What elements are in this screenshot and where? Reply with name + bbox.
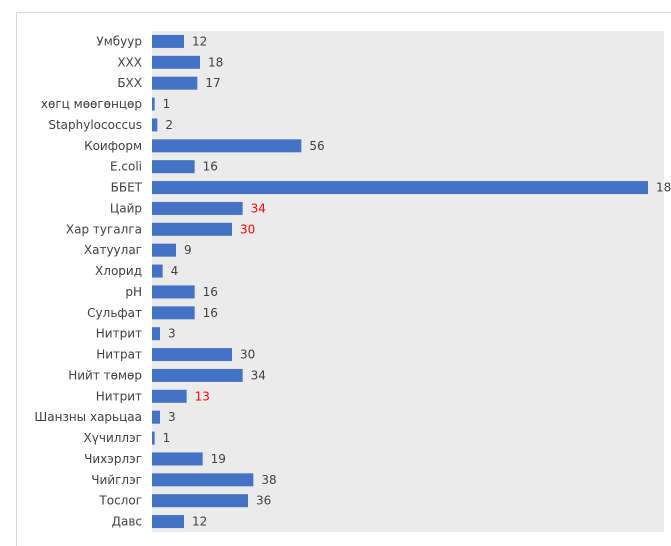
value-label: 12 — [192, 515, 207, 529]
value-label: 2 — [165, 118, 173, 132]
bar — [152, 348, 232, 362]
category-label: Коиформ — [84, 139, 142, 153]
value-label: 34 — [251, 368, 266, 382]
category-label: Шанзны харьцаа — [34, 410, 142, 424]
bar — [152, 97, 155, 111]
category-label: Цайр — [110, 201, 142, 215]
value-label: 3 — [168, 410, 176, 424]
bar — [152, 34, 184, 48]
bar — [152, 306, 195, 320]
category-label: Хлорид — [95, 264, 142, 278]
category-label: ББЕТ — [111, 181, 143, 195]
value-label: 12 — [192, 34, 207, 48]
category-label: Нийт төмөр — [68, 368, 142, 382]
bar — [152, 118, 158, 132]
bar — [152, 515, 184, 529]
bar — [152, 139, 302, 153]
value-label: 9 — [184, 243, 192, 257]
category-label: Умбуур — [96, 34, 142, 48]
bar — [152, 452, 203, 466]
category-label: Нитрит — [96, 327, 142, 341]
category-label: БХХ — [117, 76, 142, 90]
category-label: Хүчиллэг — [84, 431, 142, 445]
bar — [152, 389, 187, 403]
bar — [152, 264, 163, 278]
value-label: 186 — [656, 181, 671, 195]
bar — [152, 410, 160, 424]
bars — [152, 34, 648, 529]
value-label: 17 — [205, 76, 220, 90]
category-label: Хатуулаг — [84, 243, 142, 257]
value-label: 4 — [171, 264, 179, 278]
bar — [152, 55, 200, 69]
value-labels: 1218171256161863430941616330341331193836… — [163, 34, 671, 528]
value-label: 19 — [211, 452, 226, 466]
bar — [152, 181, 648, 195]
bar — [152, 222, 232, 236]
category-label: Давс — [112, 515, 142, 529]
category-label: E.coli — [110, 160, 142, 174]
value-label: 18 — [208, 55, 223, 69]
category-label: pH — [125, 285, 142, 299]
bar — [152, 201, 243, 215]
value-label: 1 — [163, 431, 171, 445]
bar — [152, 327, 160, 341]
value-label: 3 — [168, 327, 176, 341]
category-label: Чийглэг — [91, 473, 142, 487]
category-label: Сульфат — [87, 306, 142, 320]
value-label: 16 — [203, 285, 218, 299]
bar — [152, 473, 254, 487]
bar — [152, 431, 155, 445]
value-label: 1 — [163, 97, 171, 111]
bar — [152, 285, 195, 299]
value-label: 38 — [261, 473, 276, 487]
category-label: хөгц мөөгөнцөр — [41, 97, 142, 111]
category-label: Тослог — [98, 494, 142, 508]
value-label: 16 — [203, 160, 218, 174]
value-label: 36 — [256, 494, 271, 508]
plot-area — [152, 31, 664, 532]
category-label: Хар тугалга — [66, 222, 142, 236]
category-label: Нитрат — [96, 348, 142, 362]
value-label: 34 — [251, 201, 266, 215]
value-label: 30 — [240, 222, 255, 236]
category-label: Нитрит — [96, 389, 142, 403]
value-label: 56 — [309, 139, 324, 153]
value-label: 13 — [195, 389, 210, 403]
category-label: Staphylococcus — [48, 118, 142, 132]
value-label: 16 — [203, 306, 218, 320]
category-label: Чихэрлэг — [84, 452, 142, 466]
bar — [152, 243, 176, 257]
bar — [152, 160, 195, 174]
category-labels: Умбуур ХХХ БХХ хөгц мөөгөнцөр Staphylococcus… — [34, 34, 142, 528]
bar — [152, 76, 198, 90]
category-label: ХХХ — [117, 55, 142, 69]
bar — [152, 494, 248, 508]
value-label: 30 — [240, 348, 255, 362]
bar — [152, 368, 243, 382]
